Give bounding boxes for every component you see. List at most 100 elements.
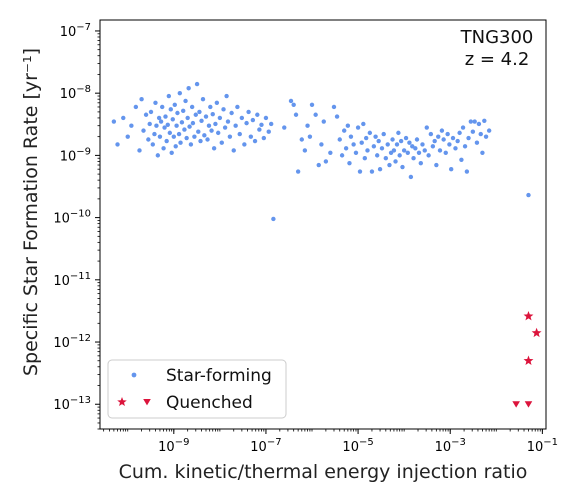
star-forming-point [155,153,161,158]
x-tick-label: 10−1 [527,437,558,455]
star-forming-point [246,109,251,115]
star-forming-point [316,162,321,168]
star-forming-point [453,146,458,151]
quenched-star-point [523,311,534,321]
x-axis-title: Cum. kinetic/thermal energy injection ra… [119,461,528,483]
legend-label-star-forming: Star-forming [166,366,272,386]
star-forming-point [337,137,342,142]
star-forming-point [208,104,213,110]
star-forming-point [313,112,318,117]
star-forming-point [181,108,186,114]
star-forming-point [199,118,204,123]
star-forming-point [146,137,151,142]
star-forming-point [174,123,179,128]
star-forming-point [164,138,169,144]
star-forming-point [401,148,407,153]
star-forming-point [156,115,162,121]
star-forming-point [348,134,354,139]
star-forming-point [242,142,247,147]
star-forming-point [133,104,139,110]
star-forming-point [175,110,180,116]
star-forming-point [148,109,154,115]
star-forming-point [422,148,427,153]
star-forming-point [229,110,234,116]
star-forming-point [480,150,485,156]
star-forming-point [255,112,260,117]
star-forming-point [231,148,236,153]
x-tick-label: 10−3 [435,437,466,455]
star-forming-point [250,117,256,123]
star-forming-point [211,146,217,151]
star-forming-point [188,142,194,147]
star-forming-point [162,125,167,130]
star-forming-point [302,148,308,153]
annotation: TNG300 z = 4.2 [460,27,534,70]
star-forming-point [153,100,158,106]
star-forming-point [459,157,464,162]
star-forming-point [373,134,378,139]
legend-label-quenched: Quenched [166,393,253,413]
star-forming-point [411,156,416,161]
star-forming-point [437,148,443,153]
star-forming-point [198,138,203,144]
quenched-star-point [523,355,534,365]
star-forming-point [261,135,267,141]
legend-box [107,359,287,419]
star-forming-point [407,140,412,145]
star-forming-point [192,134,197,139]
y-axis-ticks: 10−13 10−12 10−11 10−10 10−9 10−8 10−7 [53,22,100,430]
star-forming-point [172,102,177,108]
star-forming-point [299,137,304,142]
star-forming-point [141,128,146,133]
star-forming-point [468,119,474,124]
star-forming-point [125,134,130,139]
star-forming-point [266,129,271,134]
star-forming-point [268,121,274,127]
star-forming-point [343,146,349,151]
star-forming-point [165,122,170,128]
star-forming-point [233,123,238,128]
star-forming-point [400,164,405,170]
star-forming-point [466,135,471,141]
star-forming-point [319,142,324,147]
star-forming-point [244,120,249,126]
star-forming-point [160,104,165,110]
star-forming-point [139,97,144,102]
star-forming-point [309,102,315,108]
star-forming-point [271,216,276,222]
star-forming-point [291,102,296,108]
star-forming-point [408,174,414,180]
star-forming-point [202,133,207,138]
star-forming-point [166,93,172,99]
star-forming-point [474,140,480,145]
scatter-points [111,81,542,408]
y-axis-title: Specific Star Formation Rate [yr⁻¹] [20,48,42,376]
y-tick-label: 10−10 [53,209,91,227]
star-forming-point [206,123,212,128]
star-forming-point [150,142,155,147]
star-forming-point [154,123,159,128]
star-forming-point [222,125,228,130]
star-forming-point [339,153,345,158]
star-forming-point [216,130,221,136]
star-forming-point [455,138,460,144]
star-forming-point [428,131,434,137]
star-forming-point [163,114,168,119]
star-forming-point [200,97,206,102]
star-forming-point [397,153,402,158]
star-forming-point [486,128,492,133]
star-forming-point [295,169,301,174]
star-forming-point [443,150,448,156]
star-forming-point [147,121,152,127]
star-forming-point [129,123,134,128]
star-forming-point [483,134,489,139]
star-forming-point [405,150,410,156]
star-forming-point [161,146,166,151]
star-forming-point [221,107,226,112]
star-forming-point [158,119,164,124]
quenched-triangle-point [524,401,533,408]
star-forming-point [418,160,424,166]
star-forming-point [115,142,120,147]
star-forming-point [190,120,196,126]
star-forming-point [171,134,176,139]
